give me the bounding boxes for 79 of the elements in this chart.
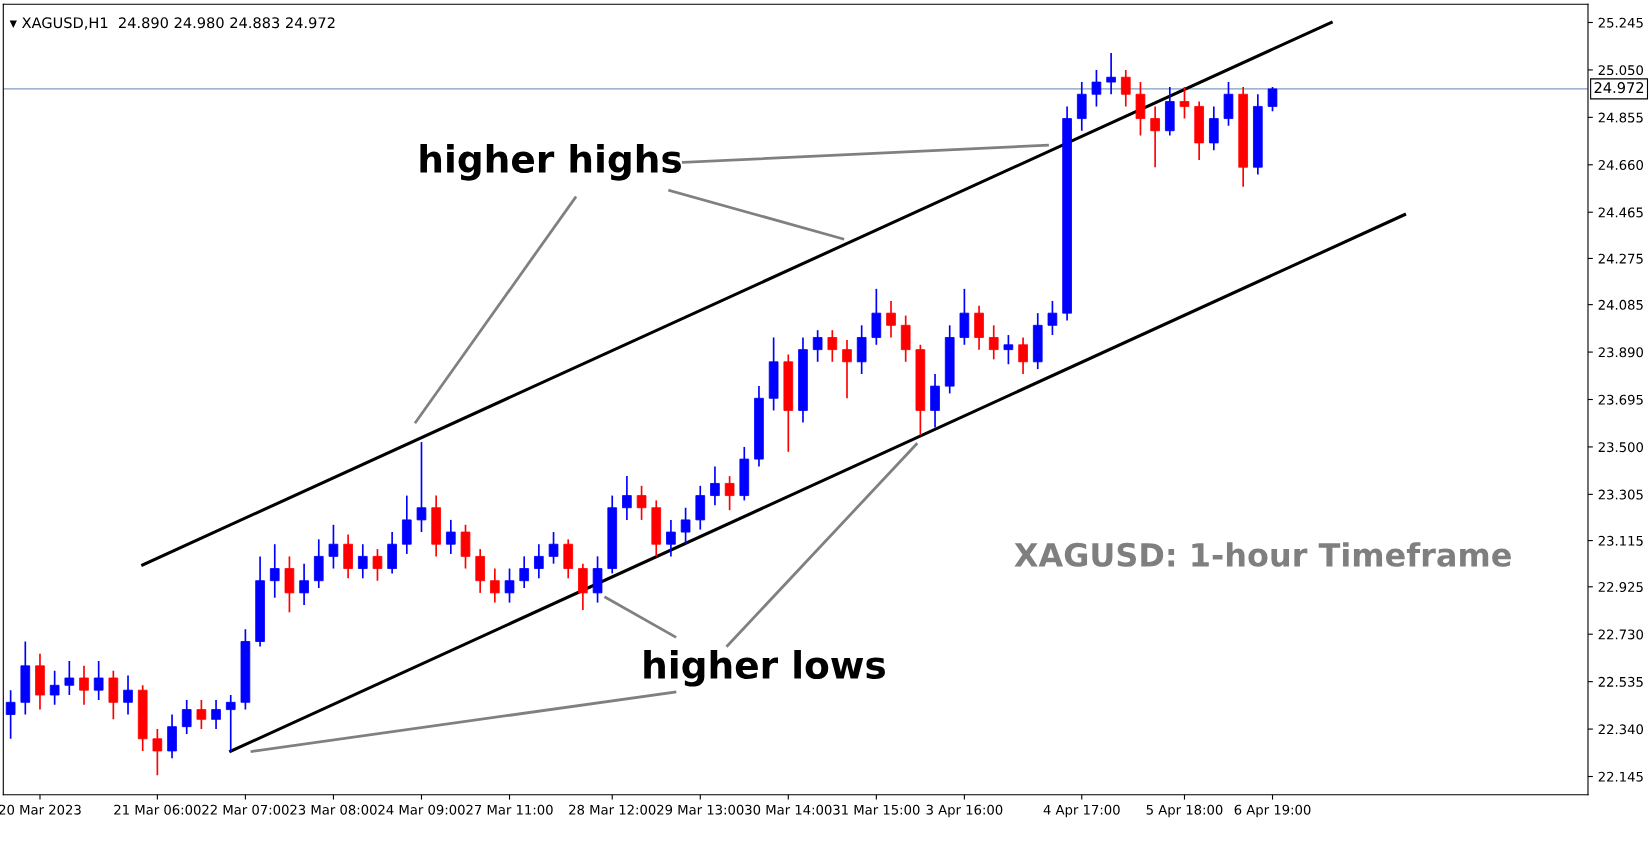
y-tick-label: 24.660 [1598,160,1643,170]
candlestick [152,728,163,777]
x-tick-label: 23 Mar 08:00 [290,804,377,815]
y-tick-label: 23.890 [1598,347,1643,358]
candlestick [710,465,720,507]
y-tick-label: 23.695 [1598,394,1643,405]
x-tick-label: 31 Mar 15:00 [833,804,920,815]
candlestick [827,329,838,363]
x-tick-label: 4 Apr 17:00 [1043,804,1120,818]
y-tick-label: 22.145 [1598,771,1643,782]
candlestick [299,562,309,606]
y-tick-label: 23.500 [1598,442,1643,453]
candlestick [5,689,16,740]
candlestick [988,324,999,361]
y-tick-label: 24.085 [1598,299,1643,310]
y-tick-label: 24.855 [1598,112,1643,123]
candlestick [269,543,280,599]
candlestick [1267,86,1278,113]
annotation: higher highs [420,144,681,181]
candlestick [181,699,192,735]
candlestick [49,669,60,706]
annotation: ▾ XAGUSD,H1 24.890 24.980 24.883 24.972 [9,17,335,30]
candlestick [225,694,236,752]
candlestick [416,441,427,533]
y-tick-label: 25.245 [1598,17,1643,28]
candlestick [1106,52,1116,96]
candlestick [1018,336,1028,375]
candlestick [211,699,221,730]
y-tick-label: 24.275 [1598,253,1643,264]
candlestick [1120,69,1131,108]
y-tick-label: 22.925 [1598,582,1643,592]
candlestick [724,475,735,512]
y-tick-label: 22.535 [1598,676,1643,687]
candlestick [680,506,691,546]
candlestick [666,519,676,558]
candlestick [636,485,647,521]
candlestick [622,475,632,521]
candlestick [79,665,89,706]
candlestick [328,523,339,570]
annotation: XAGUSD: 1-hour Timeframe [1014,542,1511,567]
x-tick-label: 27 Mar 11:00 [466,804,553,815]
candlestick [504,567,515,604]
x-tick-label: 5 Apr 18:00 [1146,804,1223,818]
candlestick [64,660,75,696]
y-tick-label: 24.465 [1598,207,1643,218]
x-tick-label: 6 Apr 19:00 [1234,804,1311,818]
candlestick [548,531,559,565]
candlestick [372,548,383,582]
candlestick [812,329,823,363]
x-tick-label: 21 Mar 06:00 [114,804,201,815]
candlestick [490,567,500,604]
candlestick [519,555,530,589]
x-tick-label: 28 Mar 12:00 [569,804,656,815]
x-tick-label: 24 Mar 09:00 [378,804,465,815]
candlestick [886,300,896,339]
candlestick [842,339,852,400]
y-tick-label: 22.730 [1598,629,1643,640]
candlestick [1003,334,1014,366]
candlestick [196,699,207,730]
x-tick-label: 20 Mar 2023 [0,804,81,815]
y-tick-label: 25.050 [1598,65,1643,76]
candlestick [1179,86,1190,120]
x-tick-label: 22 Mar 07:00 [202,804,289,815]
x-tick-label: 29 Mar 13:00 [657,804,744,815]
x-tick-label: 30 Mar 14:00 [745,804,832,815]
candlestick [446,519,456,555]
candlestick [534,543,544,580]
y-tick-label: 23.115 [1598,535,1643,546]
candlestick [357,543,368,580]
candlestick [1091,69,1102,108]
candlestick [1047,300,1058,336]
annotation: higher lows [644,649,885,687]
y-tick-label: 22.340 [1598,724,1643,735]
candlestick [123,674,133,716]
ref-line-label: 24.972 [1594,82,1644,94]
x-tick-label: 3 Apr 16:00 [926,804,1003,818]
candlestick [1150,105,1160,169]
y-tick-label: 23.305 [1598,489,1643,500]
candlestick [93,660,104,701]
